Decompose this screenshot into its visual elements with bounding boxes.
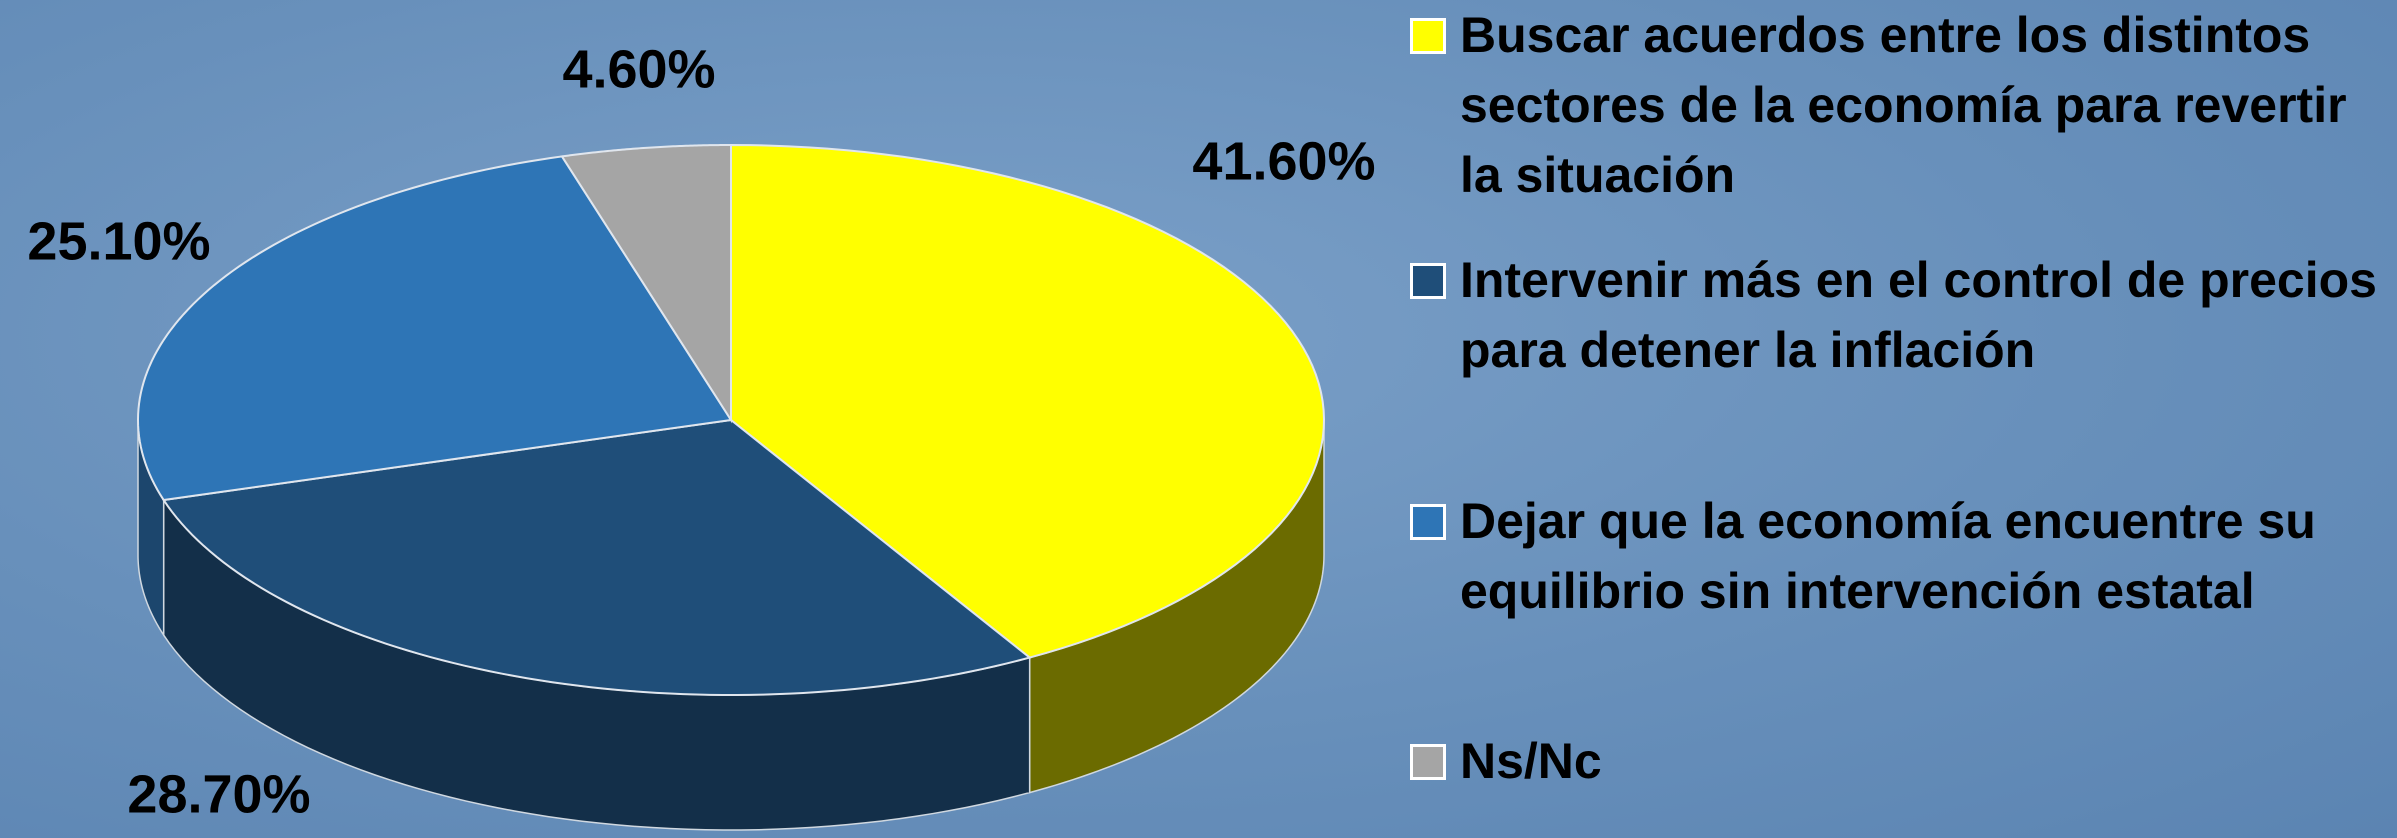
legend-entry: Ns/Nc: [1410, 726, 2380, 796]
legend-entry: Dejar que la economía encuentre su equil…: [1410, 486, 2380, 626]
legend-label: Dejar que la economía encuentre su equil…: [1460, 493, 2316, 619]
legend-label: Ns/Nc: [1460, 733, 1602, 789]
data-label: 28.70%: [127, 764, 310, 824]
legend-entry: Buscar acuerdos entre los distintos sect…: [1410, 0, 2380, 210]
slice: [136, 155, 733, 502]
legend-entry: Intervenir más en el control de precios …: [1410, 245, 2380, 385]
legend-label: Buscar acuerdos entre los distintos sect…: [1460, 7, 2347, 203]
slice: [560, 143, 732, 424]
legend-swatch: [1410, 744, 1446, 780]
legend: Buscar acuerdos entre los distintos sect…: [1410, 0, 2390, 838]
data-label: 41.60%: [1192, 131, 1375, 191]
slice: [161, 418, 1032, 696]
data-label: 4.60%: [562, 39, 715, 99]
slice: [730, 143, 1326, 659]
legend-label: Intervenir más en el control de precios …: [1460, 252, 2377, 378]
legend-swatch: [1410, 504, 1446, 540]
pie-area: 41.60% 28.70% 25.10% 4.60%: [27, 39, 1376, 831]
legend-swatch: [1410, 18, 1446, 54]
data-label: 25.10%: [27, 211, 210, 271]
legend-swatch: [1410, 263, 1446, 299]
